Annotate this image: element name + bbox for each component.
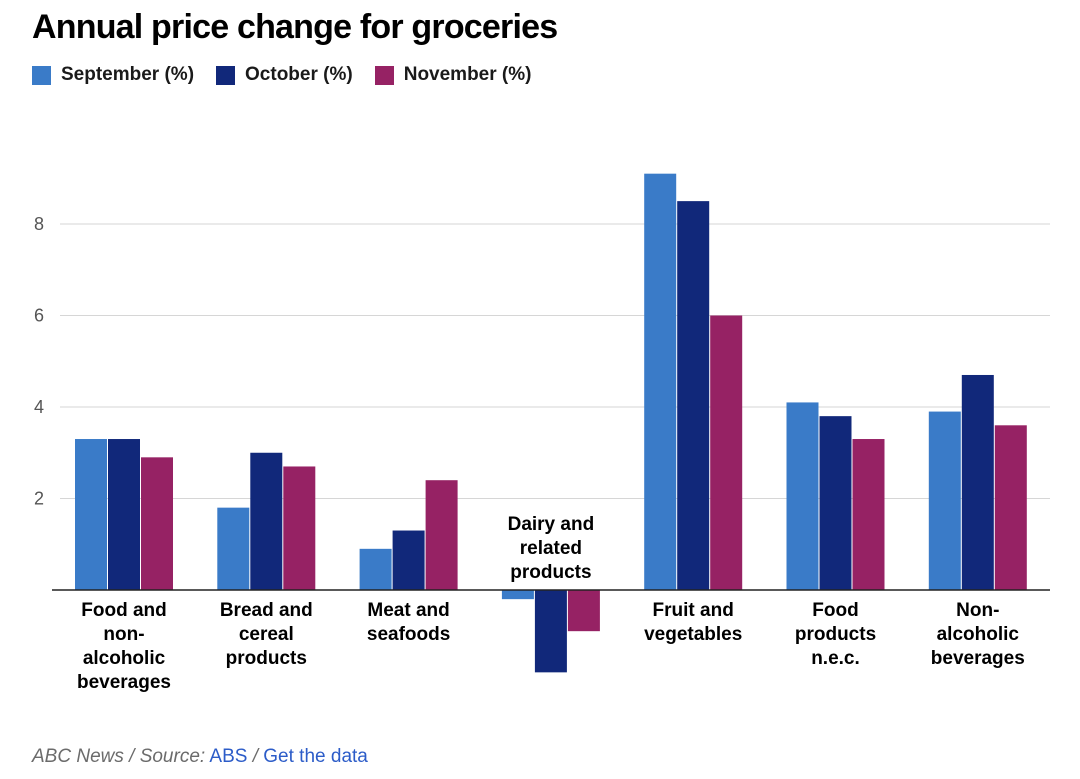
category-label-food-products-n-e-c: Food products n.e.c. <box>795 600 876 669</box>
legend-item-november: November (%) <box>374 64 532 86</box>
footer: ABC News / Source: ABS / Get the data <box>32 746 368 768</box>
bar-dairy-and-related-products-september <box>501 590 534 600</box>
category-label-meat-and-seafoods: Meat and seafoods <box>367 600 450 645</box>
legend-item-september: September (%) <box>32 64 194 86</box>
category-label-line: products <box>510 562 591 583</box>
category-label-line: cereal <box>239 624 294 645</box>
category-label-dairy-and-related-products: Dairy and related products <box>508 514 595 583</box>
bar-bread-and-cereal-products-september <box>217 507 250 590</box>
source-link[interactable]: ABS <box>209 746 248 767</box>
category-label-line: vegetables <box>644 624 742 645</box>
category-label-fruit-and-vegetables: Fruit and vegetables <box>644 600 742 645</box>
bar-food-products-n-e-c-november <box>852 439 885 590</box>
category-label-line: beverages <box>77 672 171 693</box>
legend-swatch-september <box>32 65 51 85</box>
category-label-line: Food and <box>81 600 166 621</box>
category-label-line: products <box>226 648 307 669</box>
category-label-line: alcoholic <box>937 624 1020 645</box>
credit-text: ABC News / Source: <box>32 746 206 767</box>
legend: September (%) October (%) November (%) <box>32 64 531 86</box>
category-label-line: Food <box>812 600 858 621</box>
legend-item-october: October (%) <box>216 64 353 86</box>
bar-food-and-non-alcoholic-beverages-november <box>141 457 173 590</box>
legend-label-november: November (%) <box>403 64 532 85</box>
category-label-line: Dairy and <box>508 514 595 535</box>
y-axis-ticks: 2 4 6 8 <box>34 214 44 509</box>
legend-label-october: October (%) <box>245 64 353 85</box>
category-label-bread-and-cereal-products: Bread and cereal products <box>220 600 313 669</box>
y-tick-label-2: 2 <box>34 489 44 509</box>
legend-swatch-november <box>374 65 394 85</box>
category-label-line: seafoods <box>367 624 450 645</box>
bar-bread-and-cereal-products-november <box>283 466 316 590</box>
y-tick-label-6: 6 <box>34 306 44 326</box>
bar-fruit-and-vegetables-november <box>710 315 743 590</box>
category-label-non-alcoholic-beverages: Non-alcoholic beverages <box>931 600 1025 669</box>
get-data-link[interactable]: Get the data <box>263 746 368 767</box>
category-label-line: n.e.c. <box>811 648 860 669</box>
category-labels: Food and non-alcoholic beverages Bread and c… <box>77 514 1025 693</box>
category-label-line: Non- <box>956 600 999 621</box>
y-tick-label-4: 4 <box>34 397 44 417</box>
bar-non-alcoholic-beverages-september <box>928 411 961 590</box>
bar-non-alcoholic-beverages-november <box>994 425 1027 590</box>
bar-non-alcoholic-beverages-october <box>961 374 994 590</box>
legend-swatch-october <box>216 65 236 85</box>
bar-chart: 2 4 6 8 Food and non-alcoholic beverages Bread… <box>34 173 1050 693</box>
category-label-food-and-non-alcoholic-beverages: Food and non-alcoholic beverages <box>77 600 171 693</box>
category-label-line: products <box>795 624 876 645</box>
chart-title: Annual price change for groceries <box>32 8 558 46</box>
bar-meat-and-seafoods-september <box>359 548 392 590</box>
bar-food-and-non-alcoholic-beverages-september <box>75 439 107 590</box>
bars <box>75 173 1027 673</box>
bar-food-and-non-alcoholic-beverages-october <box>108 439 140 590</box>
bar-bread-and-cereal-products-october <box>250 452 283 590</box>
footer-separator: / <box>252 746 258 767</box>
category-label-line: related <box>520 538 582 559</box>
bar-food-products-n-e-c-september <box>786 402 819 590</box>
y-tick-label-8: 8 <box>34 214 44 234</box>
category-label-line: non- <box>103 624 144 645</box>
category-label-line: Bread and <box>220 600 313 621</box>
bar-food-products-n-e-c-october <box>819 416 852 590</box>
category-label-line: beverages <box>931 648 1025 669</box>
bar-dairy-and-related-products-october <box>534 590 567 673</box>
bar-dairy-and-related-products-november <box>567 590 600 632</box>
category-label-line: alcoholic <box>83 648 166 669</box>
legend-label-september: September (%) <box>61 64 195 85</box>
bar-meat-and-seafoods-november <box>425 480 458 590</box>
bar-fruit-and-vegetables-october <box>677 201 710 590</box>
category-label-line: Fruit and <box>653 600 734 621</box>
bar-meat-and-seafoods-october <box>392 530 425 590</box>
bar-fruit-and-vegetables-september <box>644 173 677 591</box>
category-label-line: Meat and <box>367 600 449 621</box>
gridlines <box>60 223 1050 499</box>
